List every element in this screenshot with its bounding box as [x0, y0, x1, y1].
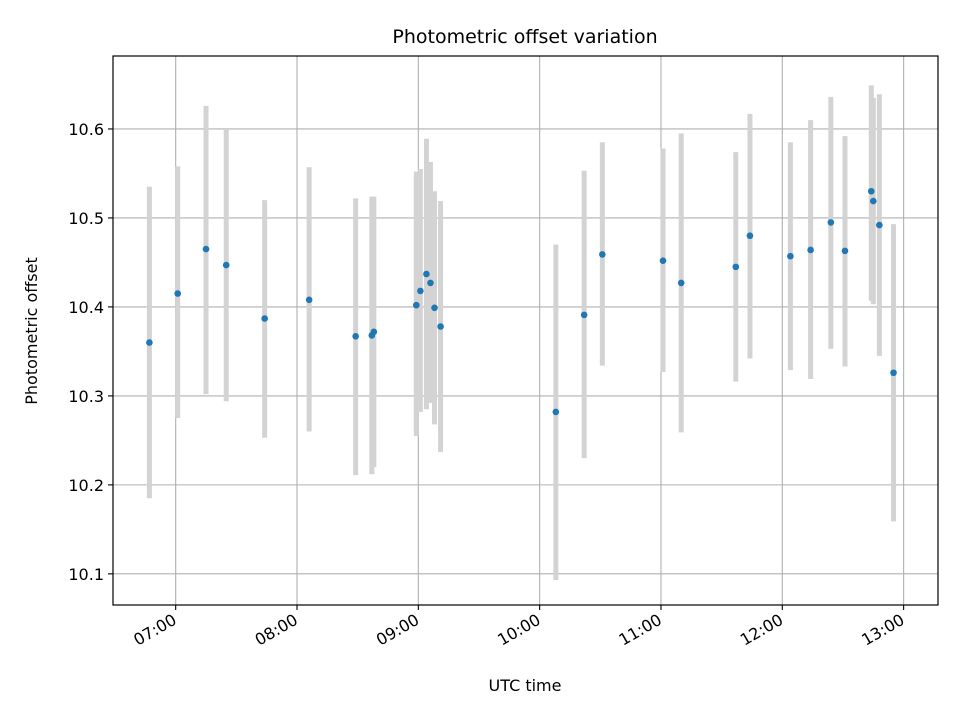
data-point [890, 369, 897, 377]
data-point [552, 408, 560, 416]
y-axis-ticks: 10.1 10.2 10.3 10.4 10.5 10.6 [68, 120, 113, 584]
data-point [413, 301, 420, 309]
data-point [746, 232, 754, 240]
data-point [827, 219, 835, 226]
data-point [305, 296, 313, 304]
data-point [599, 251, 606, 258]
data-point [677, 279, 685, 287]
data-point [659, 257, 667, 264]
chart-title: Photometric offset variation [392, 26, 657, 48]
data-point [352, 332, 359, 340]
plot-area [113, 56, 938, 605]
data-point [370, 328, 378, 336]
data-point [437, 323, 444, 330]
data-point [867, 187, 875, 195]
y-tick-label: 10.4 [68, 298, 104, 317]
data-point [841, 247, 849, 255]
y-axis-title: Photometric offset [22, 257, 41, 405]
data-point [732, 263, 740, 271]
y-tick-label: 10.6 [68, 120, 104, 139]
plot-frame [112, 55, 939, 606]
data-point [876, 221, 883, 229]
data-point [807, 246, 814, 254]
y-tick-label: 10.1 [68, 565, 104, 584]
data-point [222, 261, 230, 269]
data-point [261, 315, 268, 322]
x-axis-title: UTC time [489, 676, 562, 695]
y-tick-label: 10.5 [68, 209, 104, 228]
data-point [174, 290, 182, 297]
data-point [202, 245, 210, 253]
data-point [427, 279, 434, 287]
data-points [146, 187, 897, 416]
data-point [580, 311, 588, 319]
y-tick-label: 10.3 [68, 387, 104, 406]
y-tick-label: 10.2 [68, 476, 104, 495]
data-point [146, 339, 153, 346]
data-point [431, 304, 438, 312]
data-point [787, 252, 794, 260]
data-point [869, 197, 877, 205]
data-point [423, 270, 430, 278]
data-point [417, 287, 424, 295]
